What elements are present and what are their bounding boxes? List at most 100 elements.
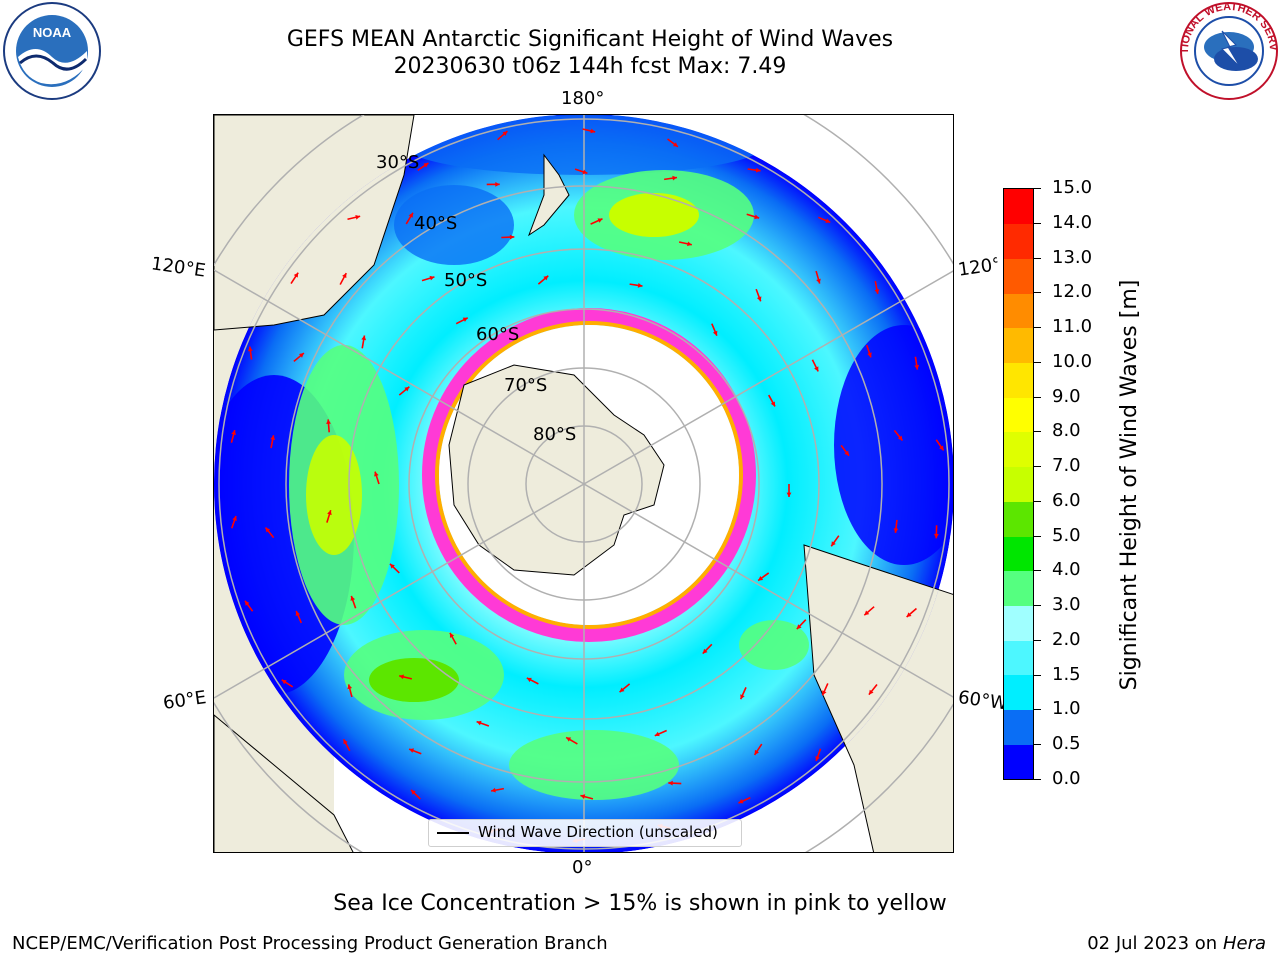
colorbar-tick [1034,535,1041,537]
wave-arrow-head [509,234,515,240]
wave-arrow-head [816,278,821,284]
legend-label: Wind Wave Direction (unscaled) [478,823,718,841]
lon-label-0: 0° [572,857,593,878]
wave-arrow-head [874,289,880,294]
wave-arrow-head [756,296,762,302]
wave-arrow-head [702,648,708,654]
lat-label-60s: 60°S [476,324,520,345]
wave-arrow-head [409,748,415,753]
colorbar-tick-label: 4.0 [1052,559,1081,581]
colorbar-tick [1034,257,1041,259]
colorbar-tick-label: 5.0 [1052,524,1081,546]
wave-arrow-head [429,275,435,281]
colorbar-tick [1034,188,1041,189]
nws-logo: NATIONAL WEATHER SERVICE [1178,1,1279,100]
footer-date: 02 Jul 2023 on Hera [1087,933,1266,954]
sea-ice-note: Sea Ice Concentration > 15% is shown in … [333,891,947,916]
wave-arrow-head [295,610,301,616]
colorbar-tick [1034,779,1041,780]
wave-arrow-head [399,674,405,680]
colorbar-tick-label: 10.0 [1052,350,1093,372]
colorbar-tick [1034,327,1041,329]
wave-arrow-head [786,492,792,497]
wave-arrow-head [738,799,744,804]
colorbar-segment [1004,744,1033,780]
wave-arrow-head [298,353,304,358]
lon-label-180: 180° [561,88,605,109]
chart-title: GEFS MEAN Antarctic Significant Height o… [286,27,894,52]
wave-arrow-head [668,780,673,786]
wave-arrow-head [404,386,410,392]
lon-label-60w: 60°W [956,686,1006,715]
footer-machine: Hera [1222,933,1266,954]
wave-arrow-head [637,283,643,288]
wave-arrow-head [491,787,496,793]
noaa-logo-text: NOAA [33,25,72,40]
sea-ice-edge [422,308,756,642]
colorbar-tick-label: 1.5 [1052,663,1081,685]
wave-arrow-head [906,612,912,618]
wave-arrow-head [597,218,603,223]
lat-label-70s: 70°S [504,375,548,396]
lat-label-30s: 30°S [376,152,420,173]
colorbar-segment [1004,466,1033,502]
legend-line-icon [437,832,469,834]
wave-arrow-head [590,128,596,134]
wave-arrow-head [933,533,939,539]
wave-arrow-head [231,430,236,435]
footer-date-text: 02 Jul 2023 on [1087,933,1223,954]
colorbar-tick [1034,292,1041,294]
wave-arrow-head [327,510,332,516]
colorbar-segment [1004,362,1033,398]
colorbar-segment [1004,189,1033,225]
lat-label-40s: 40°S [414,213,458,234]
graticule [214,115,953,852]
colorbar-tick-label: 11.0 [1052,316,1093,338]
colorbar-segment [1004,536,1033,572]
colorbar-tick-label: 8.0 [1052,420,1081,442]
wave-arrow-head [502,131,508,136]
noaa-logo: NOAA [3,2,101,100]
colorbar-segment [1004,258,1033,294]
wave-arrow-head [582,169,588,175]
lon-label-60e: 60°E [161,687,208,714]
wave-arrow-head [672,142,678,147]
wave-arrow-head [347,684,353,690]
wave-arrow-head [796,624,802,630]
wave-arrow-head [712,330,718,336]
colorbar-segment [1004,223,1033,259]
colorbar-tick-label: 7.0 [1052,455,1081,477]
wave-arrow-head [868,689,874,695]
wave-arrow-head [897,435,903,441]
wave-arrow-head [361,335,367,341]
lon-label-120w: 120° [956,254,1000,281]
wave-arrow-head [770,401,775,407]
colorbar-tick-label: 13.0 [1052,246,1093,268]
antarctica-land [448,364,665,576]
colorbar-segment [1004,709,1033,745]
colorbar-segment [1004,431,1033,468]
wave-arrow-head [566,737,572,742]
wave-arrow-head [831,541,836,547]
wave-arrow-head [687,241,692,247]
wave-arrow-head [355,214,361,220]
wave-arrow-head [844,450,849,456]
wave-arrow-head [526,677,532,683]
colorbar-tick [1034,709,1041,711]
colorbar-tick [1034,570,1041,572]
colorbar-segment [1004,570,1033,606]
colorbar-segment [1004,293,1033,329]
colorbar-tick [1034,361,1041,363]
wave-arrow-head [939,445,944,451]
wave-arrow-head [374,471,379,477]
colorbar-tick-label: 2.0 [1052,628,1081,650]
wave-arrow-head [408,212,413,218]
wave-arrow-head [814,366,819,372]
wave-arrow-head [654,731,660,737]
colorbar-tick-label: 0.0 [1052,768,1081,789]
wave-arrow-head [265,527,271,533]
colorbar-tick [1034,639,1041,641]
wave-arrow-head [281,679,287,685]
wave-arrow-head [755,167,761,173]
colorbar-segment [1004,605,1033,641]
